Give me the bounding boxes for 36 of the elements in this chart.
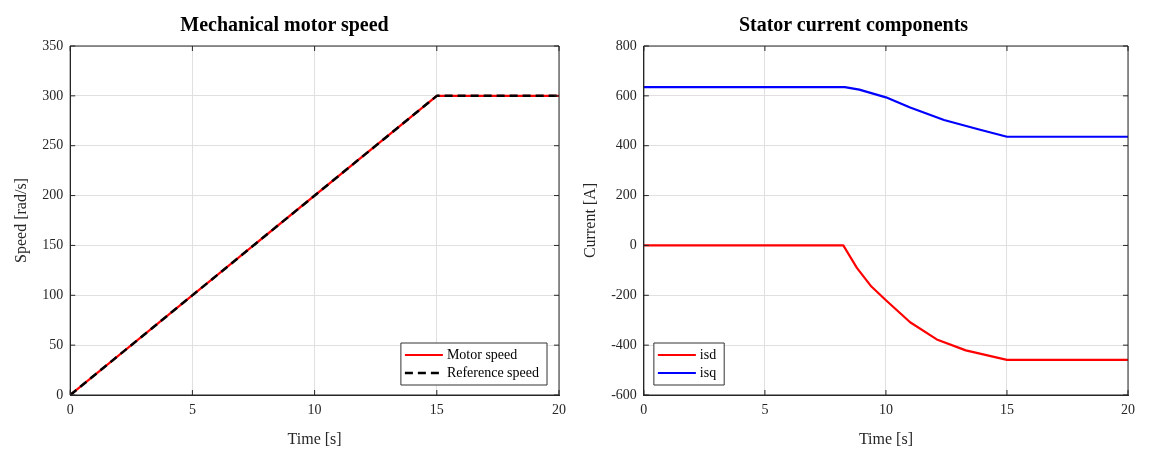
y-tick-label: 0 xyxy=(629,237,637,253)
y-tick-label: 250 xyxy=(42,137,64,153)
y-tick-label: 200 xyxy=(615,187,637,203)
y-tick-label: -200 xyxy=(611,286,637,302)
y-tick-label: 200 xyxy=(42,187,64,203)
y-tick-label: 0 xyxy=(56,386,64,402)
legend-label: Motor speed xyxy=(446,346,518,362)
y-tick-label: -400 xyxy=(611,336,637,352)
x-tick-label: 15 xyxy=(999,402,1014,418)
x-tick-label: 10 xyxy=(307,402,322,418)
chart-title: Mechanical motor speed xyxy=(180,13,389,37)
x-axis-title: Time [s] xyxy=(858,429,913,447)
y-tick-label: 150 xyxy=(42,237,64,253)
x-tick-label: 20 xyxy=(1121,402,1135,418)
y-tick-label: 350 xyxy=(42,37,64,53)
y-tick-label: 50 xyxy=(49,336,64,352)
x-tick-label: 10 xyxy=(878,402,893,418)
legend-label: Reference speed xyxy=(446,364,539,380)
x-tick-label: 0 xyxy=(640,402,648,418)
legend-label: isq xyxy=(699,364,717,380)
x-tick-label: 5 xyxy=(761,402,769,418)
x-tick-label: 5 xyxy=(188,402,196,418)
y-axis-title: Speed [rad/s] xyxy=(11,178,30,263)
y-axis-title: Current [A] xyxy=(580,182,598,259)
legend-label: isd xyxy=(699,346,717,362)
y-tick-label: 400 xyxy=(615,137,637,153)
chart-title: Stator current components xyxy=(738,13,969,37)
y-tick-label: 800 xyxy=(615,37,637,53)
y-tick-label: 600 xyxy=(615,87,637,103)
y-tick-label: 100 xyxy=(42,286,64,302)
x-tick-label: 0 xyxy=(66,402,74,418)
x-axis-title: Time [s] xyxy=(287,429,342,447)
y-tick-label: 300 xyxy=(42,87,64,103)
x-tick-label: 15 xyxy=(429,402,444,418)
x-tick-label: 20 xyxy=(552,402,566,418)
y-tick-label: -600 xyxy=(611,386,637,402)
